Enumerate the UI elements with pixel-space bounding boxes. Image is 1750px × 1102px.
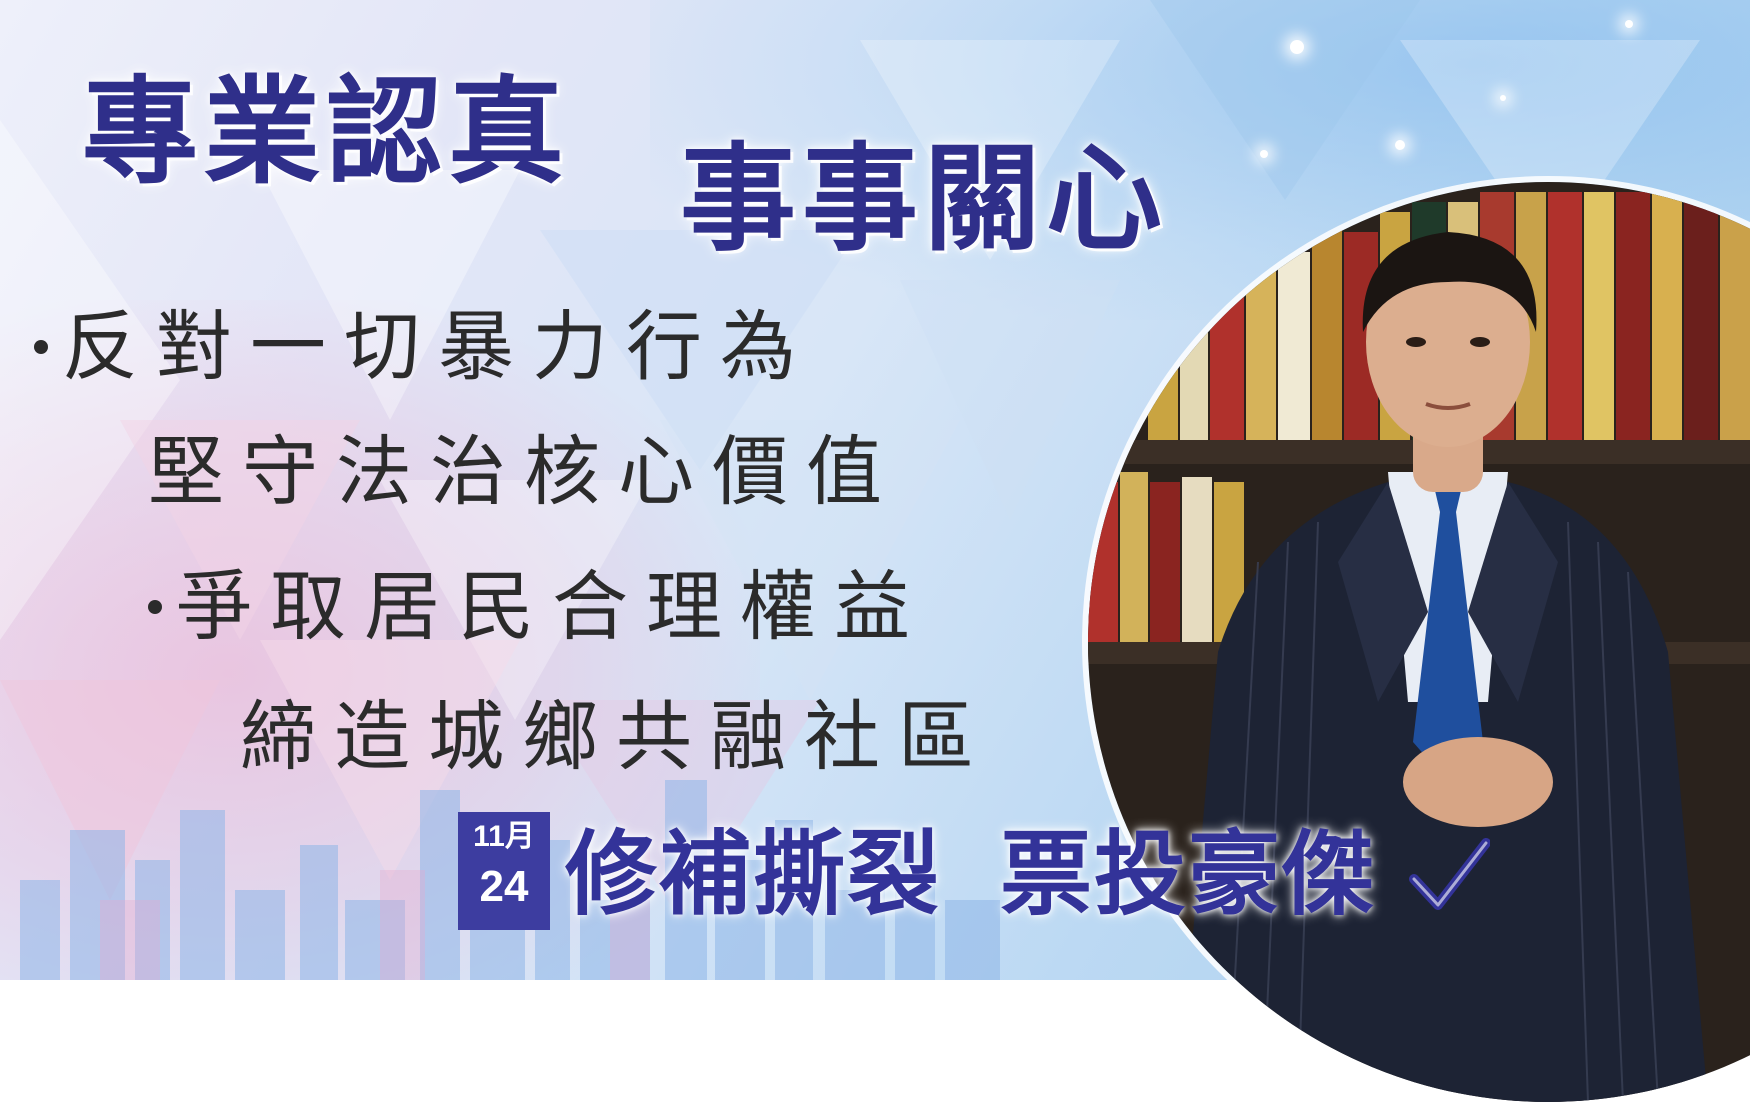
sparkle [1395,140,1405,150]
person-portrait [1088,182,1750,1102]
slogan-part-2: 票投豪傑 [1000,800,1376,933]
bullet-dot [34,340,48,354]
sparkle [1500,95,1506,101]
sparkle [1625,20,1633,28]
check-icon [1408,835,1490,917]
portrait-frame [1088,182,1750,1102]
sparkle [1290,40,1304,54]
point-1: 反對一切暴力行為 [34,285,814,395]
point-3-text: 爭取居民合理權益 [176,562,928,651]
point-1-text: 反對一切暴力行為 [62,302,814,391]
bullet-dot [148,600,162,614]
point-4: 締造城鄉共融社區 [240,675,992,785]
slogan-part-1: 修補撕裂 [565,800,941,933]
point-4-text: 締造城鄉共融社區 [240,692,992,781]
headline-part-2: 事事關心 [680,105,1168,273]
point-2: 堅守法治核心價值 [148,410,900,520]
election-date-badge: 11月 24 [458,812,550,930]
point-3: 爭取居民合理權益 [148,545,928,655]
date-day: 24 [458,856,550,918]
headline-part-1: 專業認真 [82,38,570,206]
date-month: 11月 [458,818,550,856]
sparkle [1260,150,1268,158]
point-2-text: 堅守法治核心價值 [148,427,900,516]
